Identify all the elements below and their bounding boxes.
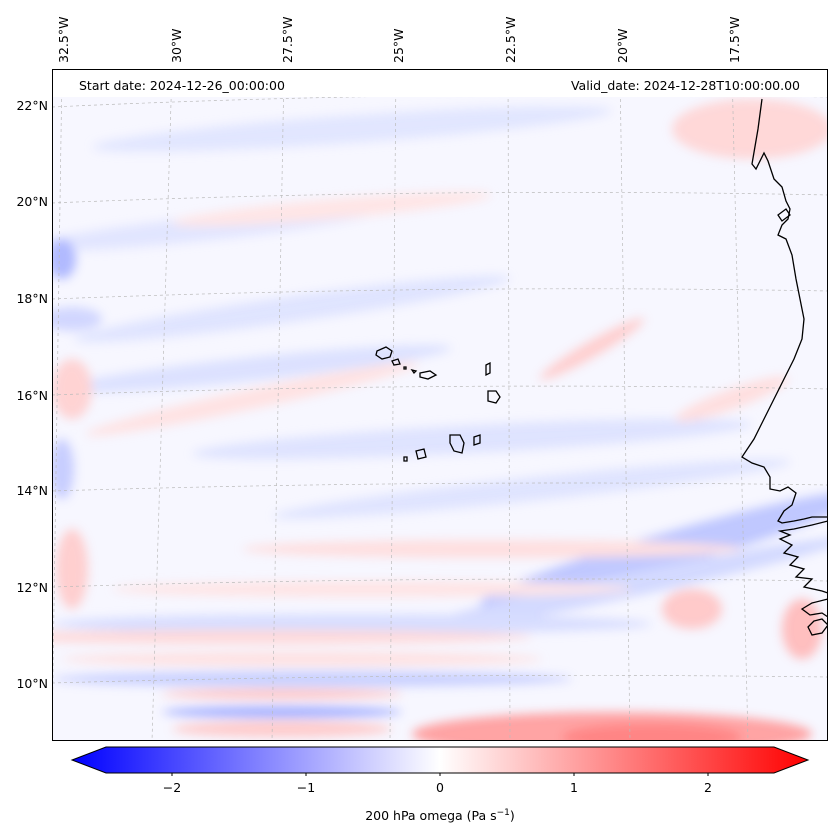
- meridian: [731, 69, 749, 741]
- omega-anomaly: [52, 439, 74, 499]
- lon-label: 32.5°W: [56, 16, 71, 63]
- colorbar-tick-label: 0: [436, 780, 444, 795]
- parallel: [52, 94, 828, 108]
- header-strip: [52, 69, 828, 97]
- island: [415, 448, 427, 460]
- lon-label: 17.5°W: [727, 16, 742, 63]
- island: [403, 366, 407, 370]
- omega-anomaly: [52, 359, 92, 419]
- coastline: [741, 98, 828, 524]
- colorbar-tick-label: −2: [162, 780, 182, 795]
- cabo-verde-islands: [375, 346, 501, 462]
- island: [403, 456, 408, 462]
- island: [473, 434, 481, 446]
- lon-label: 27.5°W: [280, 16, 295, 63]
- omega-anomaly: [56, 529, 88, 609]
- omega-anomaly: [62, 652, 542, 666]
- omega-anomaly: [539, 318, 645, 380]
- omega-anomaly: [85, 362, 419, 436]
- omega-anomaly: [162, 706, 402, 718]
- coastline: [800, 598, 828, 618]
- parallel: [52, 482, 828, 492]
- lat-label: 18°N: [16, 291, 48, 306]
- omega-anomaly: [672, 99, 828, 159]
- colorbar-ticks: [171, 773, 709, 776]
- omega-anomaly: [782, 599, 822, 659]
- lat-label: 22°N: [16, 98, 48, 113]
- island: [449, 434, 465, 454]
- omega-anomaly: [273, 459, 791, 519]
- colorbar-tick-label: 2: [704, 780, 712, 795]
- meridian: [507, 69, 511, 741]
- colorbar-label-exponent: −1: [496, 808, 510, 818]
- lat-label: 12°N: [16, 580, 48, 595]
- island: [410, 368, 418, 375]
- lat-label: 20°N: [16, 194, 48, 209]
- island: [487, 390, 501, 404]
- colorbar-label: 200 hPa omega (Pa s−1): [0, 808, 837, 823]
- meridian: [151, 69, 173, 741]
- coastline: [777, 520, 828, 594]
- meridian: [271, 69, 285, 741]
- omega-anomaly: [162, 689, 402, 699]
- island: [375, 346, 393, 360]
- lon-label: 25°W: [391, 28, 406, 63]
- omega-anomaly: [192, 418, 752, 460]
- colorbar-tick-label: 1: [570, 780, 578, 795]
- colorbar-bar: [70, 746, 810, 774]
- omega-field: [52, 99, 828, 741]
- omega-anomaly: [112, 581, 632, 597]
- omega-anomaly: [74, 275, 510, 343]
- gridlines: [52, 69, 828, 741]
- omega-anomaly: [562, 723, 742, 741]
- map-frame: [52, 69, 828, 741]
- colorbar: [70, 746, 810, 776]
- coastline: [807, 618, 828, 636]
- parallel: [52, 578, 828, 588]
- lon-label: 30°W: [169, 28, 184, 63]
- omega-anomaly: [52, 630, 532, 644]
- omega-anomaly: [53, 344, 451, 394]
- meridian: [52, 69, 63, 741]
- lat-label: 16°N: [16, 388, 48, 403]
- island: [419, 370, 438, 380]
- lat-label: 14°N: [16, 483, 48, 498]
- omega-anomaly: [92, 106, 612, 152]
- valid-date-text: Valid_date: 2024-12-28T10:00:00.00: [570, 78, 800, 93]
- omega-anomaly: [52, 614, 652, 634]
- lat-label: 10°N: [16, 676, 48, 691]
- meridian: [389, 69, 397, 741]
- colorbar-label-close: ): [509, 808, 515, 824]
- island: [485, 361, 491, 377]
- omega-anomaly: [172, 191, 492, 227]
- start-date-text: Start date: 2024-12-26_00:00:00: [79, 78, 285, 93]
- lon-label: 20°W: [615, 28, 630, 63]
- omega-map: [52, 69, 828, 741]
- colorbar-tick-label: −1: [296, 780, 316, 795]
- island: [391, 358, 401, 366]
- omega-anomaly: [52, 239, 76, 279]
- omega-anomaly: [172, 721, 392, 737]
- omega-anomaly: [242, 540, 742, 558]
- omega-anomaly: [52, 307, 102, 331]
- meridian: [619, 69, 631, 741]
- lon-label: 22.5°W: [503, 16, 518, 63]
- colorbar-label-text: 200 hPa omega (Pa s: [365, 808, 497, 824]
- parallel: [52, 675, 828, 684]
- parallel: [52, 191, 828, 204]
- omega-anomaly: [662, 589, 722, 629]
- parallel: [52, 385, 828, 396]
- parallel: [52, 288, 828, 300]
- coastline: [777, 208, 791, 222]
- omega-anomaly: [52, 671, 572, 687]
